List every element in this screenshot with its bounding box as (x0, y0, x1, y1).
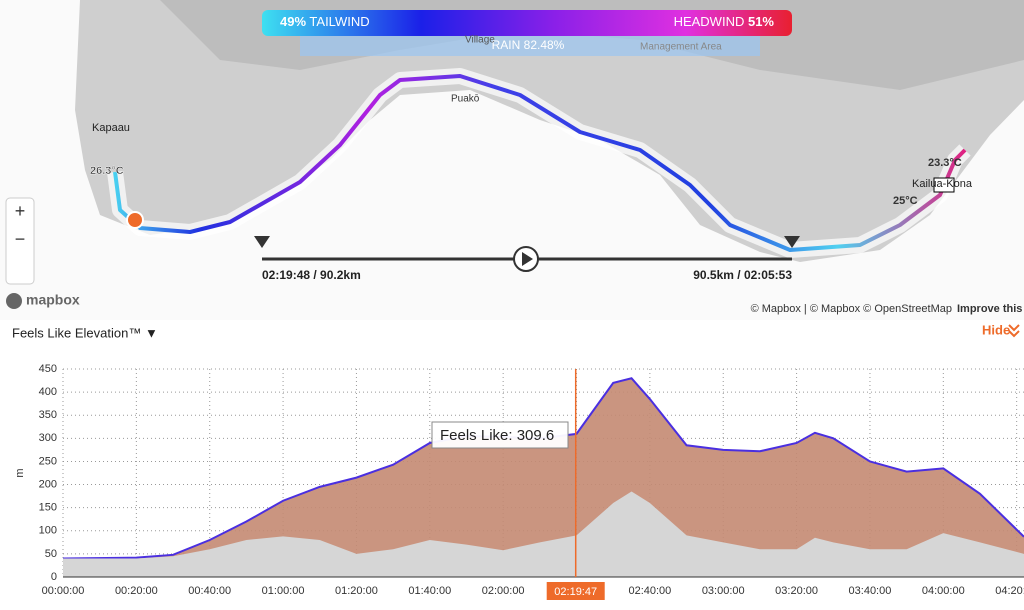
place-label: Management Area (640, 42, 722, 53)
area (63, 491, 1024, 577)
logo-icon (6, 293, 22, 309)
place-label: Puakō (451, 94, 480, 105)
temperature: 23.3°C (928, 157, 962, 169)
tooltip-value: 309.6 (517, 427, 555, 444)
temperature: 25°C (893, 195, 918, 207)
x-tick-label: 00:20:00 (115, 585, 158, 597)
tooltip: Feels Like: 309.6 (440, 427, 554, 444)
y-tick-label: 350 (39, 409, 57, 421)
x-tick-label: 02:00:00 (482, 585, 525, 597)
headwind: HEADWIND 51% (674, 14, 775, 29)
y-axis-label: m (14, 468, 26, 477)
tooltip-label: Feels Like: (440, 427, 513, 444)
y-tick-label: 0 (51, 571, 57, 583)
timeline-right: 90.5km / 02:05:53 (693, 268, 792, 282)
x-tick-label: 03:00:00 (702, 585, 745, 597)
place-label: Kailua-Kona (912, 178, 973, 190)
place-label: Village (465, 35, 495, 46)
zoom-controls (5, 197, 35, 285)
cursor-label: 02:19:47 (554, 586, 597, 598)
x-tick-label: 01:00:00 (262, 585, 305, 597)
temperature: 26.3°C (90, 165, 124, 177)
timeline-left: 02:19:48 / 90.2km (262, 268, 361, 282)
y-tick-label: 100 (39, 525, 57, 537)
x-tick-label: 03:20:00 (775, 585, 818, 597)
attribution[interactable]: © Mapbox | © Mapbox © OpenStreetMap (751, 303, 952, 315)
play-icon (522, 252, 533, 266)
tooltip-bg (431, 421, 569, 449)
panel-title[interactable]: Feels Like Elevation™ ▼ (12, 325, 158, 340)
cursor-label-bg (546, 582, 605, 600)
rain-bar (300, 36, 760, 56)
position-marker (126, 211, 144, 229)
x-tick-label: 03:40:00 (849, 585, 892, 597)
hide-button[interactable]: Hide (982, 322, 1010, 337)
y-tick-label: 400 (39, 386, 57, 398)
x-tick-label: 04:00:00 (922, 585, 965, 597)
mapbox-logo[interactable]: mapbox (26, 292, 80, 308)
x-tick-label: 04:20:00 (995, 585, 1024, 597)
y-tick-label: 50 (45, 548, 57, 560)
map[interactable]: 49% TAILWIND HEADWIND 51% RAIN 82.48% Ka… (0, 0, 1024, 320)
wind-bar (262, 10, 792, 36)
x-tick-label: 00:00:00 (42, 585, 85, 597)
x-tick-label: 01:40:00 (408, 585, 451, 597)
tailwind: 49% TAILWIND (280, 14, 370, 29)
place-label: Kapaau (92, 122, 130, 134)
line (62, 377, 1024, 560)
rain: RAIN 82.48% (492, 38, 565, 52)
area (63, 378, 1024, 577)
x-tick-label: 01:20:00 (335, 585, 378, 597)
y-tick-label: 200 (39, 478, 57, 490)
y-tick-label: 250 (39, 455, 57, 467)
x-tick-label: 00:40:00 (188, 585, 231, 597)
elevation-chart: 0 50 100 150 200 250 300 350 400 450 00:00:00 00:20… (14, 363, 1024, 600)
hide-icon (1008, 324, 1020, 338)
improve-link[interactable]: Improve this (957, 303, 1022, 315)
y-tick-label: 450 (39, 363, 57, 375)
y-tick-label: 150 (39, 502, 57, 514)
zoom-out[interactable]: − (15, 229, 26, 249)
finish-flag (933, 177, 955, 193)
route (113, 74, 967, 252)
y-tick-label: 300 (39, 432, 57, 444)
zoom-in[interactable]: + (15, 201, 26, 221)
x-tick-label: 02:40:00 (628, 585, 671, 597)
